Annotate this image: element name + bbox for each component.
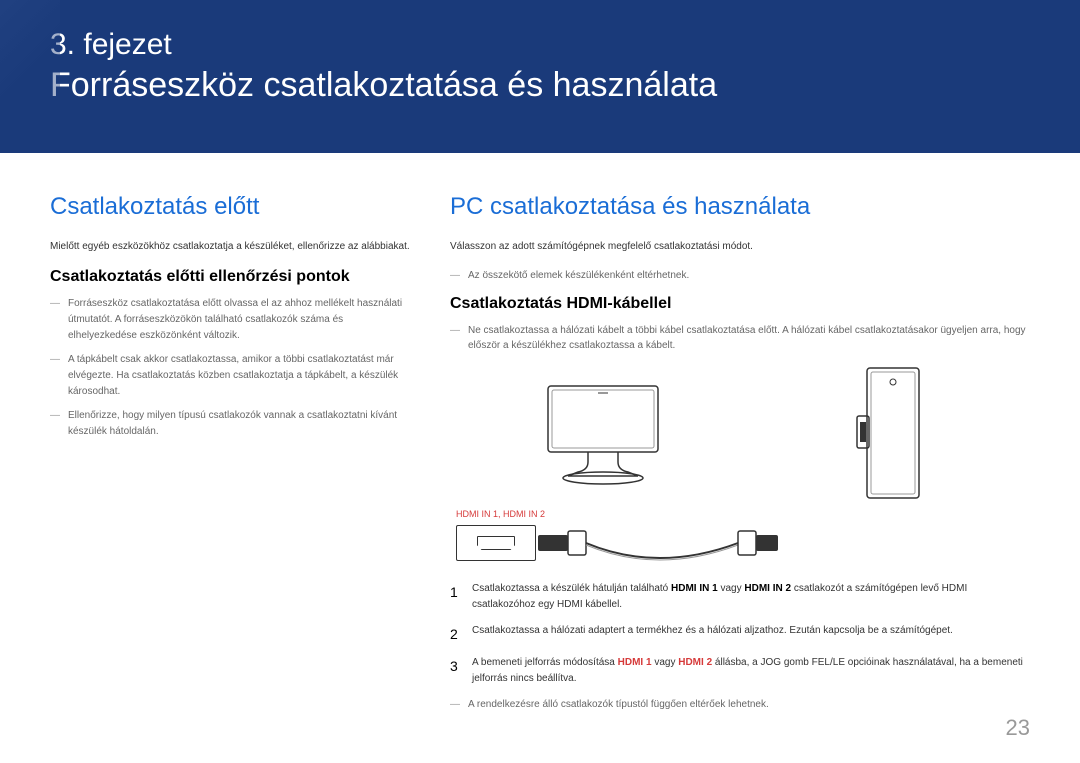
chapter-header: 3. fejezet Forráseszköz csatlakoztatása … [0,0,1080,153]
step-text-part: vagy [652,657,679,668]
hdmi-port-box [456,525,536,561]
step-text-part: vagy [718,583,745,594]
step-red: HDMI 1 [618,657,652,668]
hdmi-warning: Ne csatlakoztassa a hálózati kábelt a tö… [450,323,1030,353]
page-content: Csatlakoztatás előtt Mielőtt egyéb eszkö… [0,153,1080,712]
check-item: A tápkábelt csak akkor csatlakoztassa, a… [50,352,410,400]
numbered-steps: 1 Csatlakoztassa a készülék hátulján tal… [450,581,1030,687]
left-section-heading: Csatlakoztatás előtt [50,193,410,221]
connection-diagram [450,365,1030,505]
step-bold: HDMI IN 2 [744,583,791,594]
step-number: 2 [450,623,472,645]
right-footnote: A rendelkezésre álló csatlakozók típustó… [450,697,1030,712]
hdmi-port-row [450,523,1030,563]
step-row: 1 Csatlakoztassa a készülék hátulján tal… [450,581,1030,613]
right-intro: Válasszon az adott számítógépnek megfele… [450,239,1030,254]
step-text: Csatlakoztassa a hálózati adaptert a ter… [472,623,1030,645]
step-row: 3 A bemeneti jelforrás módosítása HDMI 1… [450,655,1030,687]
step-text: Csatlakoztassa a készülék hátulján talál… [472,581,1030,613]
left-column: Csatlakoztatás előtt Mielőtt egyéb eszkö… [50,193,410,712]
step-row: 2 Csatlakoztassa a hálózati adaptert a t… [450,623,1030,645]
step-number: 3 [450,655,472,687]
step-red: HDMI 2 [678,657,712,668]
right-subheading: Csatlakoztatás HDMI-kábellel [450,295,1030,313]
step-text: A bemeneti jelforrás módosítása HDMI 1 v… [472,655,1030,687]
hdmi-cable-icon [538,523,778,563]
hdmi-port-shape [477,536,515,550]
check-item: Forráseszköz csatlakoztatása előtt olvas… [50,296,410,344]
step-bold: HDMI IN 1 [671,583,718,594]
right-section-heading: PC csatlakoztatása és használata [450,193,1030,221]
right-note: Az összekötő elemek készülékenként eltér… [450,268,1030,283]
hdmi-port-label: HDMI IN 1, HDMI IN 2 [450,509,1030,519]
step-text-part: Csatlakoztassa a készülék hátulján talál… [472,583,671,594]
pc-tower-icon [843,360,943,510]
left-intro: Mielőtt egyéb eszközökhöz csatlakoztatja… [50,239,410,254]
chapter-title: Forráseszköz csatlakoztatása és használa… [50,66,1030,105]
left-subheading: Csatlakoztatás előtti ellenőrzési pontok [50,268,410,286]
step-number: 1 [450,581,472,613]
right-column: PC csatlakoztatása és használata Válassz… [450,193,1030,712]
step-text-part: A bemeneti jelforrás módosítása [472,657,618,668]
page-number: 23 [1006,715,1030,741]
monitor-icon [538,380,668,490]
check-item: Ellenőrizze, hogy milyen típusú csatlako… [50,408,410,440]
chapter-number: 3. fejezet [50,28,1030,62]
